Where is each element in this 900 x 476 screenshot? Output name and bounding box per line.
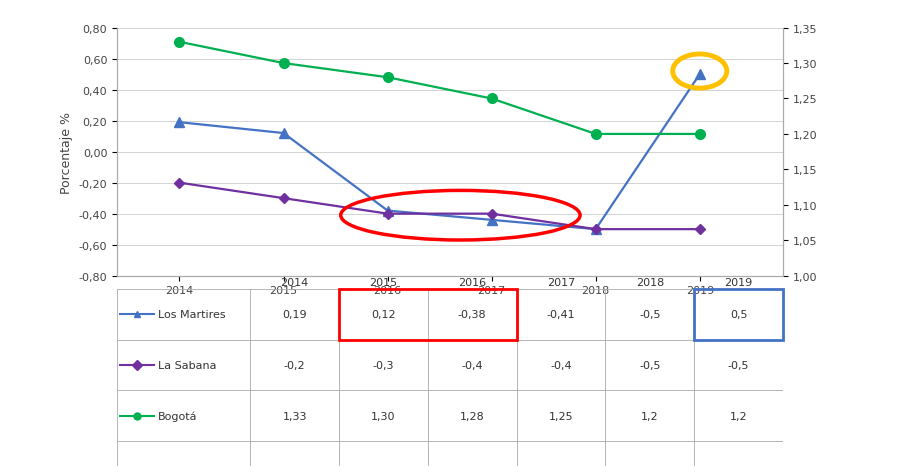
Text: -0,4: -0,4 [462,360,483,370]
Text: 2018: 2018 [635,278,664,288]
Text: -0,3: -0,3 [373,360,394,370]
Bar [694,289,783,340]
Text: -0,5: -0,5 [728,360,750,370]
Text: 1,2: 1,2 [641,411,659,421]
Text: 2016: 2016 [458,278,486,288]
Text: 1,30: 1,30 [371,411,396,421]
Text: -0,5: -0,5 [639,309,661,319]
Text: 2019: 2019 [724,278,752,288]
Text: Bogotá: Bogotá [158,411,198,421]
Text: -0,5: -0,5 [639,360,661,370]
Bar [339,289,517,340]
Text: 0,5: 0,5 [730,309,747,319]
Text: La Sabana: La Sabana [158,360,217,370]
Text: -0,4: -0,4 [550,360,572,370]
Text: 1,33: 1,33 [283,411,307,421]
Text: 0,19: 0,19 [283,309,307,319]
Text: 1,28: 1,28 [460,411,484,421]
Text: Los Martires: Los Martires [158,309,226,319]
Text: -0,2: -0,2 [284,360,305,370]
Text: 2015: 2015 [369,278,398,288]
Text: 1,2: 1,2 [730,411,747,421]
Text: -0,38: -0,38 [458,309,487,319]
Text: 2014: 2014 [281,278,309,288]
Y-axis label: Porcentaje %: Porcentaje % [60,111,73,193]
Text: 2017: 2017 [547,278,575,288]
Text: -0,41: -0,41 [546,309,575,319]
Text: 0,12: 0,12 [371,309,396,319]
Text: 1,25: 1,25 [549,411,573,421]
